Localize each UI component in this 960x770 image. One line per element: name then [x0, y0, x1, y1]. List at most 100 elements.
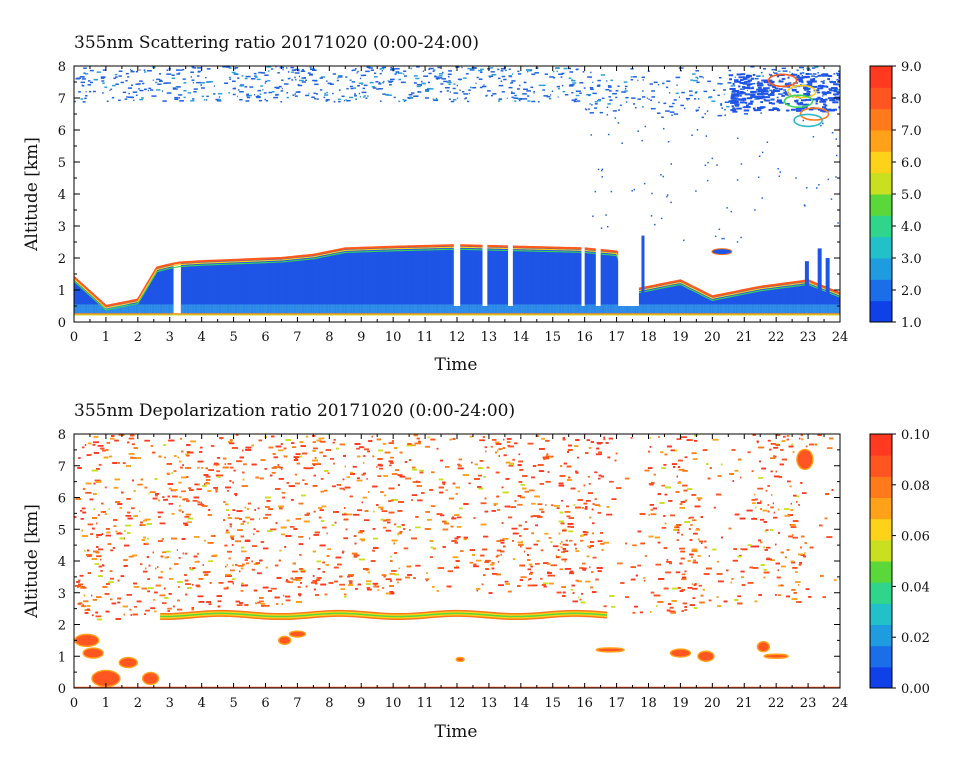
bl-column [209, 260, 212, 314]
noise-speck [569, 84, 575, 86]
noise-speck [337, 98, 341, 101]
bl-column-lower [348, 304, 351, 314]
bl-column-lower [624, 304, 627, 314]
noise-speck [250, 78, 256, 80]
noise-speck [637, 79, 639, 82]
noise-speck [337, 76, 343, 78]
bl-column [366, 247, 369, 314]
noise-speck [433, 99, 438, 102]
y-tick-label: 8 [58, 60, 66, 75]
noise-speck [630, 68, 634, 70]
noise-speck [159, 80, 163, 82]
sparse-speck [625, 101, 628, 103]
noise-speck [439, 73, 444, 75]
bl-column-lower [828, 304, 832, 314]
colorbar-segment [870, 87, 892, 110]
noise-speck [543, 95, 548, 97]
bl-column-lower [717, 304, 720, 314]
bl-column-lower [560, 304, 563, 314]
bl-column [747, 289, 750, 314]
bl-column-lower [800, 304, 803, 314]
noise-speck [398, 100, 401, 103]
noise-speck [278, 86, 280, 89]
bl-column [439, 245, 442, 314]
bl-column [273, 258, 276, 314]
bl-column-lower [292, 304, 295, 314]
cirrus-cell [732, 110, 738, 113]
bl-column-lower [252, 304, 255, 314]
noise-speck [707, 80, 711, 83]
noise-speck [541, 84, 546, 87]
bl-column-lower [811, 304, 814, 314]
bl-column-lower [798, 304, 801, 314]
noise-speck [448, 80, 451, 82]
bl-column [568, 248, 571, 314]
bl-column [476, 245, 479, 314]
noise-speck [239, 98, 243, 101]
noise-speck [152, 79, 155, 81]
noise-speck [393, 96, 396, 99]
bl-column-lower [725, 304, 728, 314]
noise-speck [583, 87, 586, 89]
bl-column-lower [554, 304, 557, 314]
bl-column-lower [78, 304, 81, 314]
bl-column-lower [388, 304, 391, 314]
bl-column [680, 280, 683, 314]
bl-column-lower [141, 304, 144, 314]
cirrus-cell [757, 82, 763, 85]
noise-speck [416, 85, 421, 88]
bl-column-lower [573, 304, 576, 314]
cirrus-cell [833, 83, 839, 86]
cirrus-cell [752, 107, 756, 110]
noise-speck [151, 95, 157, 97]
noise-speck [133, 99, 135, 102]
cirrus-cell [745, 104, 749, 107]
bl-column [185, 262, 188, 314]
bl-column-lower [231, 304, 235, 314]
bl-column-lower [777, 304, 780, 314]
noise-speck [490, 67, 494, 69]
bl-column [516, 246, 519, 314]
bl-column-lower [468, 304, 471, 314]
noise-speck [206, 95, 209, 98]
bl-column-lower [302, 304, 305, 314]
bl-column [696, 288, 699, 314]
bl-column-lower [605, 304, 608, 314]
noise-speck [804, 89, 807, 91]
bl-column [350, 248, 353, 314]
cirrus-cell [746, 97, 753, 100]
sparse-speck [754, 209, 756, 211]
cirrus-cell [813, 89, 820, 92]
bl-column [278, 258, 281, 314]
cirrus-cell [758, 89, 765, 92]
cirrus-cell [806, 80, 811, 83]
bl-column-lower [608, 304, 611, 314]
bl-column-lower [658, 304, 661, 314]
noise-speck [275, 66, 277, 68]
bl-column-lower [640, 304, 643, 314]
bl-column [192, 261, 195, 314]
cirrus-cell [764, 99, 771, 102]
bl-column-lower [402, 304, 405, 314]
noise-speck [453, 83, 456, 85]
noise-speck [579, 82, 584, 84]
bl-column [313, 254, 316, 314]
noise-speck [809, 73, 812, 75]
noise-speck [702, 76, 704, 79]
bl-column-lower [726, 304, 729, 314]
x-tick-label: 11 [417, 330, 434, 345]
noise-speck [656, 112, 661, 114]
bl-column [682, 281, 685, 314]
bl-column-lower [804, 304, 808, 314]
bl-column-lower [603, 304, 607, 314]
sparse-speck [654, 223, 656, 226]
noise-speck [461, 91, 465, 93]
noise-speck [148, 87, 152, 90]
noise-speck [78, 91, 81, 93]
noise-speck [835, 72, 840, 75]
bl-column-lower [134, 304, 137, 314]
bl-column-lower [817, 304, 820, 314]
bl-column [838, 292, 840, 314]
noise-speck [624, 85, 628, 88]
noise-speck [479, 86, 483, 89]
